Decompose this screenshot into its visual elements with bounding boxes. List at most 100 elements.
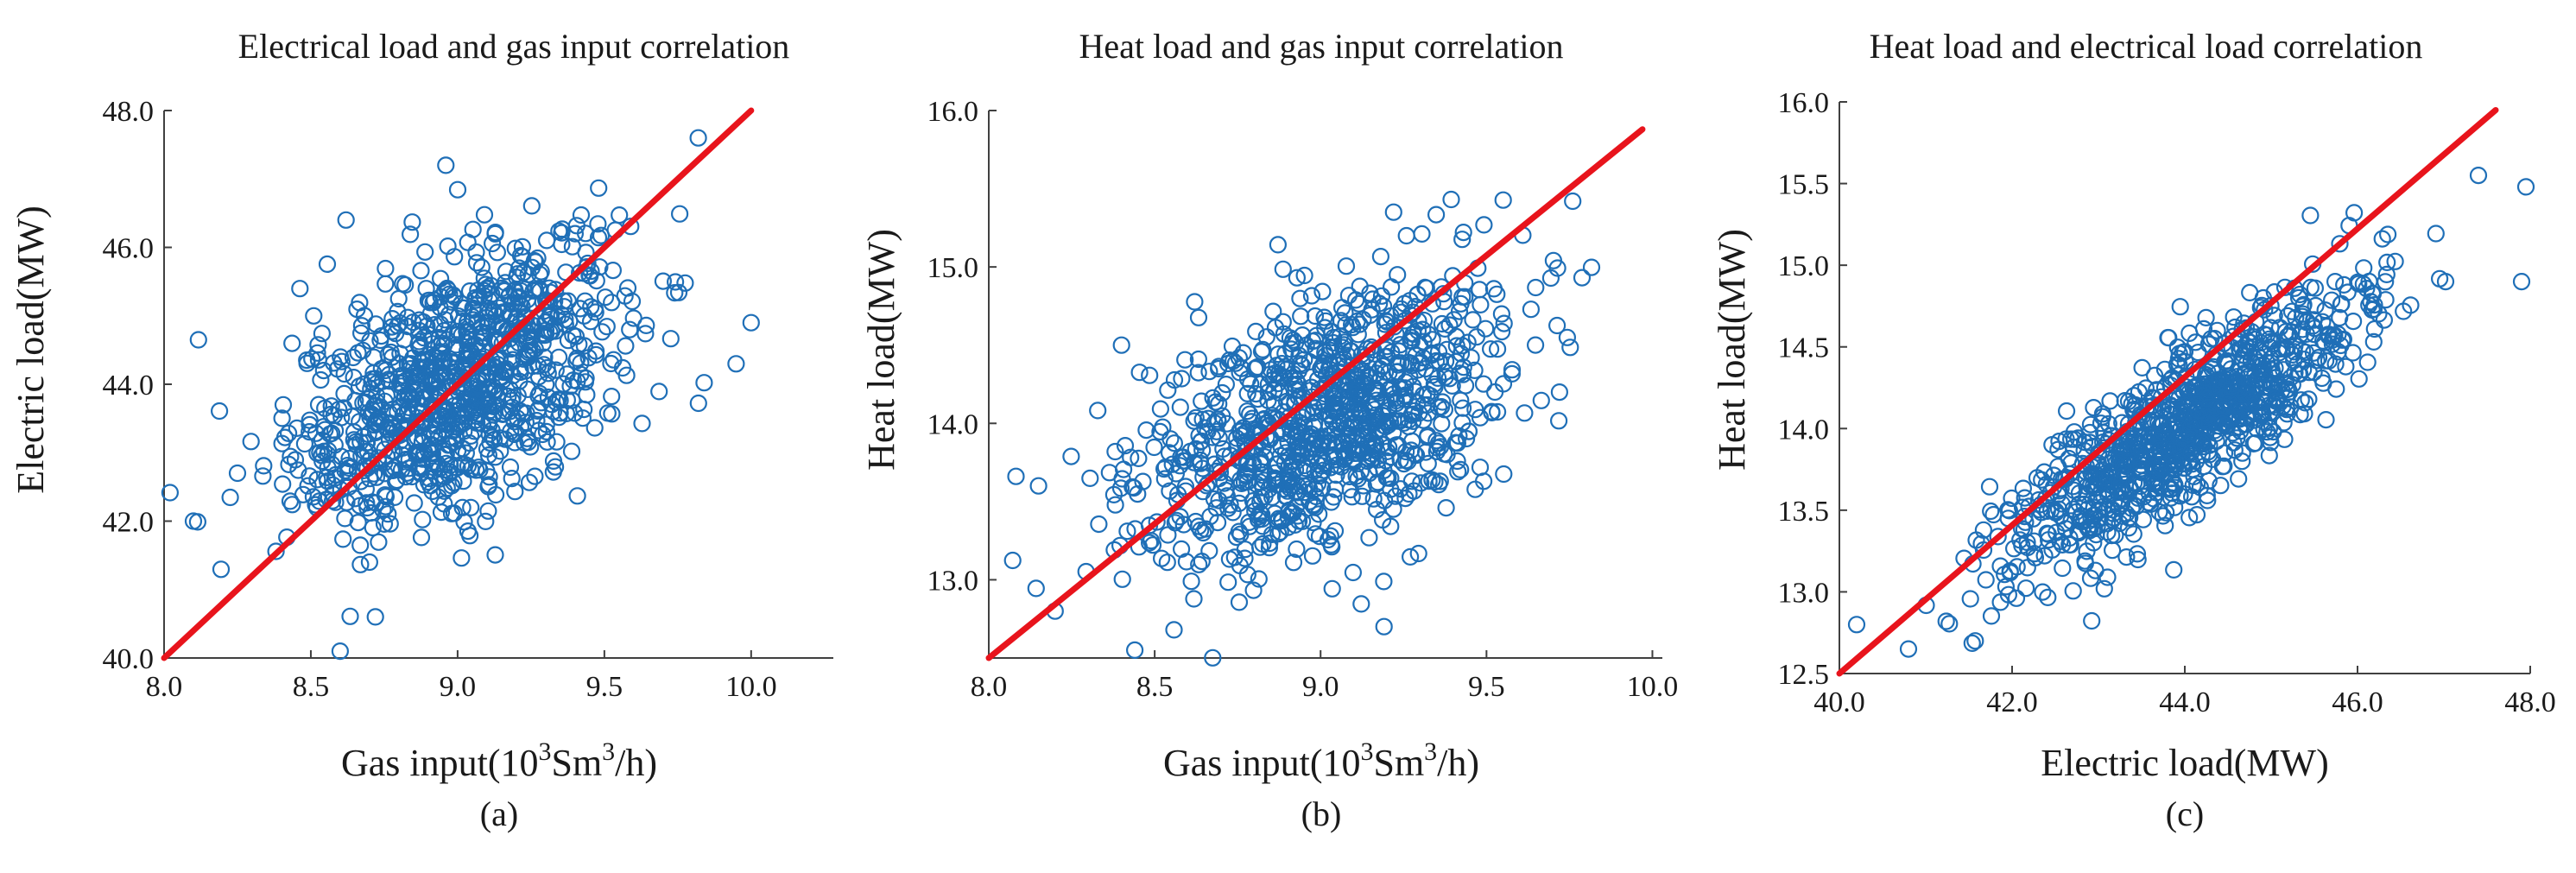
data-point (2306, 319, 2324, 338)
data-point (1367, 391, 1386, 409)
data-point (1847, 616, 1866, 634)
data-point (356, 442, 374, 460)
data-point (1266, 319, 1285, 337)
data-point (1332, 299, 1351, 317)
data-point (184, 512, 203, 530)
data-point (1247, 322, 1265, 340)
data-point (349, 513, 367, 532)
data-point (309, 336, 327, 354)
data-point (402, 360, 420, 378)
data-point (2129, 489, 2148, 507)
data-point (161, 484, 179, 502)
data-point (1200, 541, 1218, 560)
data-point (1313, 357, 1332, 375)
data-point (2246, 331, 2264, 349)
data-point (2215, 334, 2233, 352)
data-point (549, 348, 568, 366)
data-point (295, 434, 313, 453)
panel-c-plot-area: 40.0 42.0 44.0 46.0 48.0 12.5 13.0 13.5 14.0 14.5… (1778, 87, 2556, 718)
data-point (453, 299, 472, 317)
data-point (566, 225, 585, 243)
data-point (400, 398, 418, 416)
data-point (1116, 436, 1135, 455)
data-point (554, 292, 573, 310)
data-point (301, 423, 319, 441)
data-point (1193, 552, 1211, 571)
data-point (274, 475, 292, 493)
data-point (1342, 415, 1360, 433)
data-point (1171, 508, 1189, 526)
data-point (1219, 573, 1237, 591)
data-point (1090, 515, 1108, 534)
data-point (1999, 585, 2017, 604)
data-point (2132, 452, 2150, 470)
data-point (1171, 398, 1189, 416)
data-point (1963, 634, 1981, 653)
data-point (501, 402, 519, 421)
data-point (2018, 538, 2037, 557)
data-point (1348, 368, 1367, 386)
data-point (382, 343, 400, 362)
data-point (2250, 341, 2269, 359)
data-point (511, 402, 529, 421)
data-point (392, 461, 411, 479)
data-point (650, 383, 668, 401)
data-point (2128, 545, 2147, 563)
data-point (1492, 323, 1511, 341)
data-point (364, 348, 383, 366)
data-point (2159, 328, 2177, 347)
data-point (1207, 422, 1225, 440)
data-point (506, 483, 524, 501)
data-point (351, 555, 370, 573)
data-point (331, 642, 349, 661)
data-point (1007, 467, 1025, 485)
data-point (585, 419, 604, 437)
data-point (1426, 472, 1444, 491)
data-point (1322, 493, 1340, 511)
data-point (410, 357, 428, 376)
data-point (436, 282, 454, 300)
data-point (1240, 517, 1259, 535)
data-point (310, 492, 328, 510)
data-point (1561, 338, 1579, 357)
data-point (491, 442, 510, 460)
data-point (2275, 361, 2293, 379)
data-point (1368, 382, 1386, 400)
data-point (2078, 478, 2096, 496)
data-point (1452, 460, 1470, 479)
data-point (2378, 253, 2396, 271)
data-point (421, 359, 439, 378)
data-point (1210, 395, 1228, 413)
data-point (602, 354, 620, 373)
data-point (1349, 382, 1367, 400)
data-point (1081, 469, 1099, 488)
y-tick-label: 14.0 (1778, 414, 1830, 446)
data-point (1205, 490, 1224, 509)
data-point (566, 404, 584, 422)
data-point (212, 560, 231, 579)
data-point (2174, 344, 2192, 362)
data-point (377, 497, 395, 516)
data-point (1250, 538, 1269, 556)
data-point (590, 179, 608, 197)
data-point (621, 320, 639, 338)
data-point (1384, 423, 1402, 441)
data-point (2129, 421, 2147, 440)
data-point (455, 513, 473, 531)
data-point (1189, 517, 1208, 535)
data-point (411, 338, 429, 356)
y-tick-label: 44.0 (103, 370, 155, 402)
data-point (576, 373, 595, 391)
data-point (2225, 441, 2244, 459)
data-point (1254, 340, 1272, 358)
data-point (1221, 496, 1239, 514)
data-point (1182, 573, 1200, 591)
data-point (358, 433, 377, 452)
data-point (415, 443, 434, 462)
data-point (1313, 282, 1332, 300)
data-point (383, 322, 402, 340)
data-point (2076, 554, 2094, 573)
x-tick-label: 9.0 (1302, 671, 1339, 703)
data-point (2300, 364, 2318, 382)
data-point (2101, 392, 2119, 410)
